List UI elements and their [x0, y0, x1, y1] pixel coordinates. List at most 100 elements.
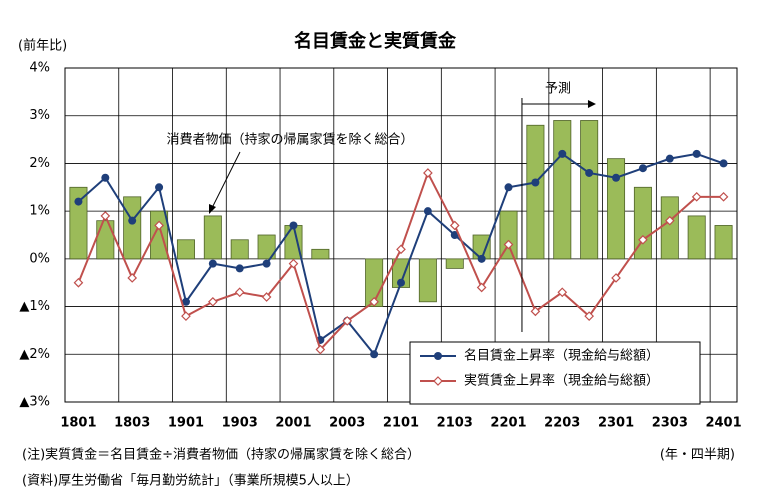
marker	[584, 311, 595, 321]
bar	[526, 124, 545, 260]
bar	[418, 258, 437, 303]
bar	[150, 210, 169, 260]
y-axis-label: (前年比)	[18, 38, 67, 54]
marker	[262, 259, 271, 268]
marker	[476, 282, 487, 293]
marker	[423, 207, 432, 216]
marker	[207, 296, 218, 307]
marker	[74, 197, 83, 206]
x-tick-label: 2003	[329, 416, 365, 431]
bar	[660, 196, 679, 260]
note: (注)実質賃金＝名目賃金÷消費者物価（持家の帰属家賃を除く総合）	[22, 447, 420, 463]
marker	[370, 350, 379, 359]
marker	[612, 173, 621, 182]
marker	[154, 220, 164, 231]
chart-title: 名目賃金と実質賃金	[294, 30, 457, 52]
bar	[499, 210, 518, 260]
bar	[96, 220, 115, 260]
x-tick-label: 2203	[544, 416, 580, 431]
bar	[553, 120, 572, 260]
marker	[101, 173, 110, 182]
x-tick-label: 2201	[490, 416, 526, 431]
marker	[531, 178, 540, 187]
marker	[261, 292, 272, 302]
bar	[580, 120, 599, 260]
x-axis-label: (年・四半期)	[660, 448, 735, 463]
bar	[607, 158, 626, 260]
marker	[638, 164, 647, 173]
marker	[665, 154, 674, 163]
marker	[155, 183, 164, 192]
note: (資料)厚生労働省「毎月勤労統計」（事業所規模5人以上）	[22, 473, 359, 489]
marker	[235, 264, 244, 273]
marker	[503, 239, 514, 250]
legend-box	[409, 341, 701, 405]
bar	[445, 258, 464, 269]
bar	[176, 239, 195, 260]
marker	[181, 311, 191, 321]
marker	[288, 258, 299, 269]
marker	[585, 168, 594, 177]
forecast-label: 予測	[545, 82, 571, 97]
marker	[664, 215, 675, 226]
bar-annotation: 消費者物価（持家の帰属家賃を除く総合）	[166, 132, 413, 148]
y-tick-label: 1%	[29, 204, 50, 219]
bar	[69, 186, 88, 260]
legend-marker	[433, 376, 443, 386]
marker	[342, 316, 353, 326]
bar	[203, 215, 222, 260]
annotation-arrow	[210, 151, 241, 211]
x-tick-label: 2401	[705, 416, 741, 431]
marker	[234, 287, 245, 298]
y-tick-label: ▲3%	[19, 395, 50, 410]
marker	[450, 231, 459, 239]
y-tick-label: 0%	[29, 251, 50, 266]
x-tick-label: 2101	[383, 416, 419, 431]
bar	[311, 248, 330, 260]
x-tick-label: 2301	[598, 416, 634, 431]
bar	[123, 196, 142, 260]
y-tick-label: 3%	[29, 108, 50, 123]
plot-frame	[64, 67, 738, 403]
marker	[73, 277, 84, 288]
bar	[230, 239, 249, 260]
marker	[396, 244, 406, 255]
marker	[369, 296, 379, 307]
marker	[100, 211, 111, 221]
marker	[181, 297, 190, 306]
marker	[449, 220, 460, 231]
marker	[289, 221, 298, 230]
marker	[128, 216, 137, 225]
bar	[633, 186, 652, 260]
x-tick-label: 2103	[437, 416, 473, 431]
bar	[257, 234, 276, 260]
marker	[530, 306, 541, 317]
x-tick-label: 1801	[60, 416, 96, 431]
x-tick-label: 1901	[168, 416, 204, 431]
marker	[504, 183, 513, 192]
marker	[719, 159, 728, 168]
marker	[315, 344, 326, 355]
annotation-arrowhead	[209, 204, 216, 214]
x-tick-label: 2001	[275, 416, 311, 431]
y-tick-label: 4%	[29, 61, 50, 76]
marker	[127, 273, 138, 283]
marker	[557, 287, 568, 298]
y-tick-label: 2%	[29, 156, 50, 171]
bar	[687, 215, 706, 260]
legend-label: 名目賃金上昇率（現金給与総額）	[464, 348, 659, 364]
y-tick-label: ▲1%	[19, 299, 50, 314]
marker	[611, 273, 621, 283]
marker	[397, 278, 405, 287]
bar	[714, 225, 733, 260]
y-tick-label: ▲2%	[19, 347, 50, 362]
x-tick-label: 2303	[652, 416, 688, 431]
marker	[691, 191, 702, 202]
marker	[558, 149, 567, 158]
legend-marker	[434, 352, 442, 360]
marker	[423, 168, 433, 178]
marker	[692, 149, 701, 158]
x-tick-label: 1803	[114, 416, 150, 431]
forecast-arrowhead	[587, 100, 596, 108]
